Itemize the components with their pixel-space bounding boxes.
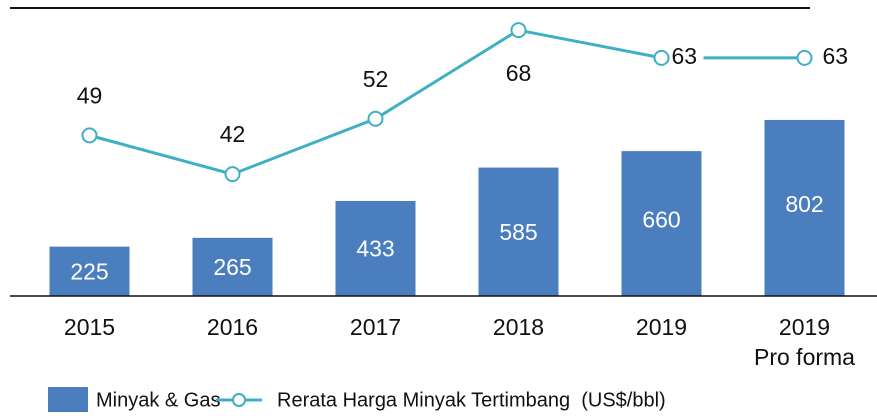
line-marker (367, 110, 384, 127)
line-marker (796, 49, 813, 66)
bar (764, 119, 845, 296)
bar (49, 246, 130, 296)
x-tick-label: 2019 (635, 314, 688, 340)
label-bg (669, 43, 704, 72)
bar-value-label: 585 (499, 219, 537, 245)
line-marker (510, 22, 527, 39)
bar (621, 151, 702, 296)
x-tick-label: 2018 (492, 314, 545, 340)
line-marker (224, 166, 241, 183)
x-tick-label: 2016 (206, 314, 259, 340)
bar (335, 200, 416, 296)
line-value-label: 68 (506, 60, 532, 86)
bar-value-label: 225 (70, 258, 108, 284)
bar-value-label: 660 (642, 207, 680, 233)
line-value-label: 42 (220, 121, 246, 147)
legend-label: Minyak & Gas (96, 389, 220, 411)
bar-value-label: 802 (785, 191, 823, 217)
bar (478, 167, 559, 296)
legend-label: Rerata Harga Minyak Tertimbang (US$/bbl) (277, 389, 666, 411)
line-value-label: 52 (363, 66, 389, 92)
x-tick-label: 2015 (63, 314, 116, 340)
line-value-label: 49 (77, 82, 103, 108)
bar-value-label: 265 (213, 254, 251, 280)
x-tick-label: 2017 (349, 314, 402, 340)
line-value-label: 63 (672, 43, 698, 69)
line-marker (81, 127, 98, 144)
line-marker (653, 49, 670, 66)
bar-value-label: 433 (356, 236, 394, 262)
x-tick-label: 2019 Pro forma (754, 314, 855, 370)
legend-marker (232, 393, 246, 407)
legend-swatch (48, 387, 88, 412)
line-value-label: 63 (823, 43, 849, 69)
bar (192, 237, 273, 296)
